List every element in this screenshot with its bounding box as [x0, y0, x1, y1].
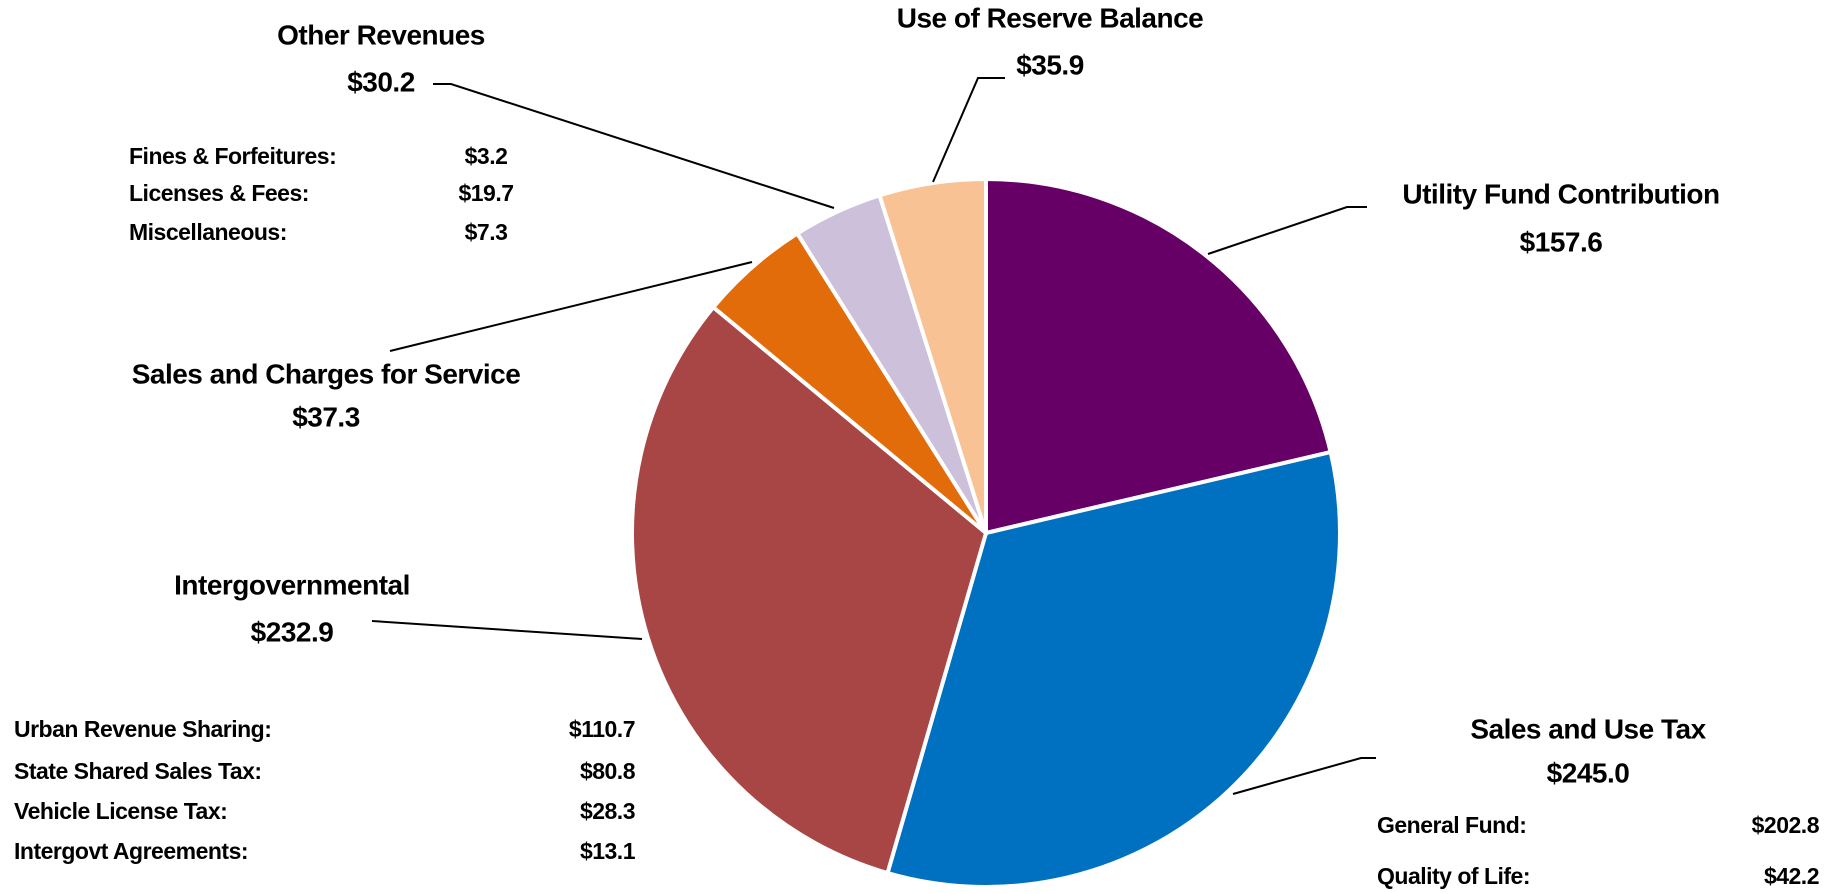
detail-name: State Shared Sales Tax:: [14, 758, 262, 784]
pie-slice: [984, 177, 1333, 535]
pie-slice: [877, 177, 988, 535]
value-label: $232.9: [251, 616, 334, 647]
detail-amount: $3.2: [465, 143, 508, 169]
value-label: $35.9: [1016, 49, 1084, 80]
detail-amount: $110.7: [569, 716, 635, 742]
slice-label: Sales and Charges for Service: [132, 358, 521, 389]
detail-name: Intergovt Agreements:: [14, 838, 248, 864]
detail-amount: $7.3: [465, 219, 508, 245]
detail-name: Urban Revenue Sharing:: [14, 716, 271, 742]
leader-line: [932, 77, 1005, 183]
detail-name: General Fund:: [1377, 812, 1526, 838]
value-label: $37.3: [292, 401, 360, 432]
value-label: $245.0: [1547, 757, 1630, 788]
slice-label: Other Revenues: [277, 19, 485, 50]
detail-name: Vehicle License Tax:: [14, 798, 227, 824]
detail-amount: $28.3: [580, 798, 635, 824]
pie: [630, 177, 1342, 889]
detail-name: Fines & Forfeitures:: [129, 143, 336, 169]
leader-line: [389, 261, 753, 352]
leader-line: [1207, 206, 1367, 255]
slice-label: Utility Fund Contribution: [1402, 178, 1719, 209]
leader-line: [371, 620, 643, 640]
leader-line: [433, 83, 835, 209]
slice-label: Intergovernmental: [174, 569, 410, 600]
detail-name: Quality of Life:: [1377, 863, 1530, 889]
value-label: $30.2: [347, 66, 415, 97]
detail-amount: $19.7: [458, 180, 513, 206]
slice-label: Use of Reserve Balance: [897, 2, 1204, 33]
detail-amount: $80.8: [580, 758, 636, 784]
detail-name: Licenses & Fees:: [129, 180, 309, 206]
leader-line: [1232, 757, 1376, 795]
detail-amount: $202.8: [1752, 812, 1820, 838]
detail-name: Miscellaneous:: [129, 219, 287, 245]
value-label: $157.6: [1520, 226, 1603, 257]
slice-label: Sales and Use Tax: [1470, 713, 1706, 744]
pie-slice: [885, 450, 1342, 889]
pie-slice: [630, 305, 988, 876]
detail-amount: $42.2: [1764, 863, 1819, 889]
detail-amount: $13.1: [580, 838, 636, 864]
